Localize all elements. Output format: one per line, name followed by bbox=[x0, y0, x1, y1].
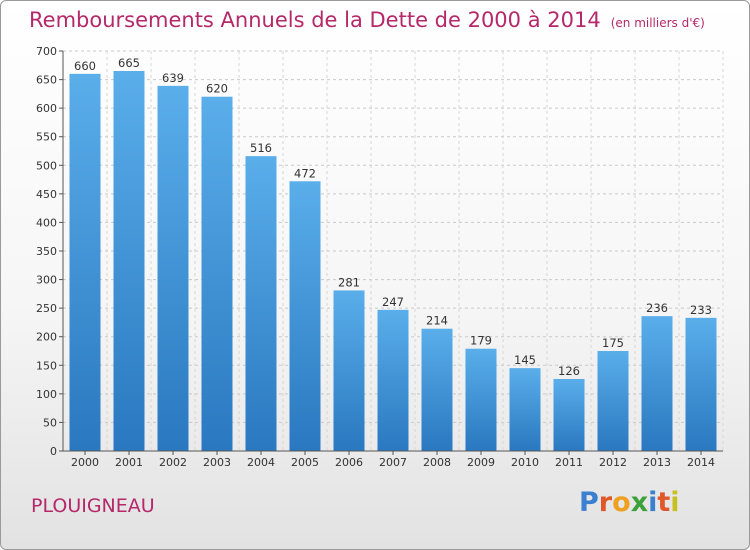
bar bbox=[245, 156, 277, 451]
bar-value-label: 233 bbox=[690, 303, 712, 317]
bar-value-label: 214 bbox=[426, 314, 448, 328]
bar-value-label: 179 bbox=[470, 334, 492, 348]
y-tick-label: 500 bbox=[36, 159, 57, 172]
axis-layer: 0 50 100 150 200 250 300 350 400 450 500 550 600 650 7… bbox=[36, 45, 723, 469]
x-tick-label: 2008 bbox=[423, 456, 451, 469]
x-tick-label: 2003 bbox=[203, 456, 231, 469]
x-tick-label: 2009 bbox=[467, 456, 495, 469]
x-tick-label: 2010 bbox=[511, 456, 539, 469]
x-tick-label: 2011 bbox=[555, 456, 583, 469]
bar bbox=[69, 73, 101, 451]
bar-value-label: 620 bbox=[206, 82, 228, 96]
logo-letter: i bbox=[670, 487, 680, 518]
y-tick-label: 100 bbox=[36, 388, 57, 401]
bar bbox=[685, 317, 717, 451]
x-tick-label: 2013 bbox=[643, 456, 671, 469]
y-tick-label: 550 bbox=[36, 131, 57, 144]
bar-value-label: 126 bbox=[558, 364, 580, 378]
y-tick-label: 600 bbox=[36, 102, 57, 115]
y-tick-label: 450 bbox=[36, 188, 57, 201]
y-tick-label: 700 bbox=[36, 45, 57, 58]
y-tick-label: 400 bbox=[36, 216, 57, 229]
y-tick-label: 150 bbox=[36, 359, 57, 372]
x-tick-label: 2000 bbox=[71, 456, 99, 469]
x-tick-label: 2004 bbox=[247, 456, 275, 469]
bar bbox=[641, 316, 673, 451]
chart-unit: (en milliers d'€) bbox=[610, 16, 705, 30]
bar-value-label: 281 bbox=[338, 275, 360, 289]
x-tick-label: 2005 bbox=[291, 456, 319, 469]
logo-letter: r bbox=[598, 487, 613, 518]
x-tick-label: 2014 bbox=[687, 456, 715, 469]
y-tick-label: 650 bbox=[36, 74, 57, 87]
bar-value-label: 472 bbox=[294, 166, 316, 180]
commune-name: PLOUIGNEAU bbox=[31, 495, 155, 517]
bar-value-label: 175 bbox=[602, 336, 624, 350]
x-tick-label: 2006 bbox=[335, 456, 363, 469]
bar-value-label: 665 bbox=[118, 56, 140, 70]
bar bbox=[377, 309, 409, 451]
y-tick-label: 350 bbox=[36, 245, 57, 258]
bar-value-label: 660 bbox=[74, 59, 96, 73]
logo-letter: t bbox=[657, 487, 671, 518]
bar bbox=[333, 290, 365, 451]
logo-letter: i bbox=[648, 487, 658, 518]
x-tick-label: 2001 bbox=[115, 456, 143, 469]
proxiti-logo[interactable]: Proxiti bbox=[579, 487, 680, 518]
y-tick-label: 200 bbox=[36, 331, 57, 344]
bar bbox=[509, 368, 541, 451]
x-tick-label: 2007 bbox=[379, 456, 407, 469]
chart-title-text: Remboursements Annuels de la Dette de 20… bbox=[29, 8, 601, 32]
bar bbox=[289, 181, 321, 452]
logo-letter: o bbox=[612, 487, 631, 518]
bar-value-label: 516 bbox=[250, 141, 272, 155]
bar bbox=[421, 328, 453, 451]
y-tick-label: 50 bbox=[43, 416, 57, 429]
bar bbox=[465, 348, 497, 451]
bar-layer: 660 665 639 620 516 472 281 247 214 179 145 126 175 2… bbox=[69, 56, 717, 452]
x-tick-label: 2002 bbox=[159, 456, 187, 469]
bar bbox=[201, 96, 233, 451]
bar bbox=[597, 351, 629, 451]
bar-value-label: 247 bbox=[382, 295, 404, 309]
bar-value-label: 639 bbox=[162, 71, 184, 85]
bar bbox=[113, 71, 145, 451]
y-tick-label: 300 bbox=[36, 274, 57, 287]
bar bbox=[157, 85, 189, 451]
logo-letter: x bbox=[630, 487, 649, 518]
bar bbox=[553, 379, 585, 451]
y-tick-label: 0 bbox=[50, 445, 57, 458]
bar-value-label: 145 bbox=[514, 353, 536, 367]
bar-value-label: 236 bbox=[646, 301, 668, 315]
y-tick-label: 250 bbox=[36, 302, 57, 315]
chart-title: Remboursements Annuels de la Dette de 20… bbox=[29, 8, 705, 32]
logo-letter: P bbox=[579, 487, 599, 518]
x-tick-label: 2012 bbox=[599, 456, 627, 469]
